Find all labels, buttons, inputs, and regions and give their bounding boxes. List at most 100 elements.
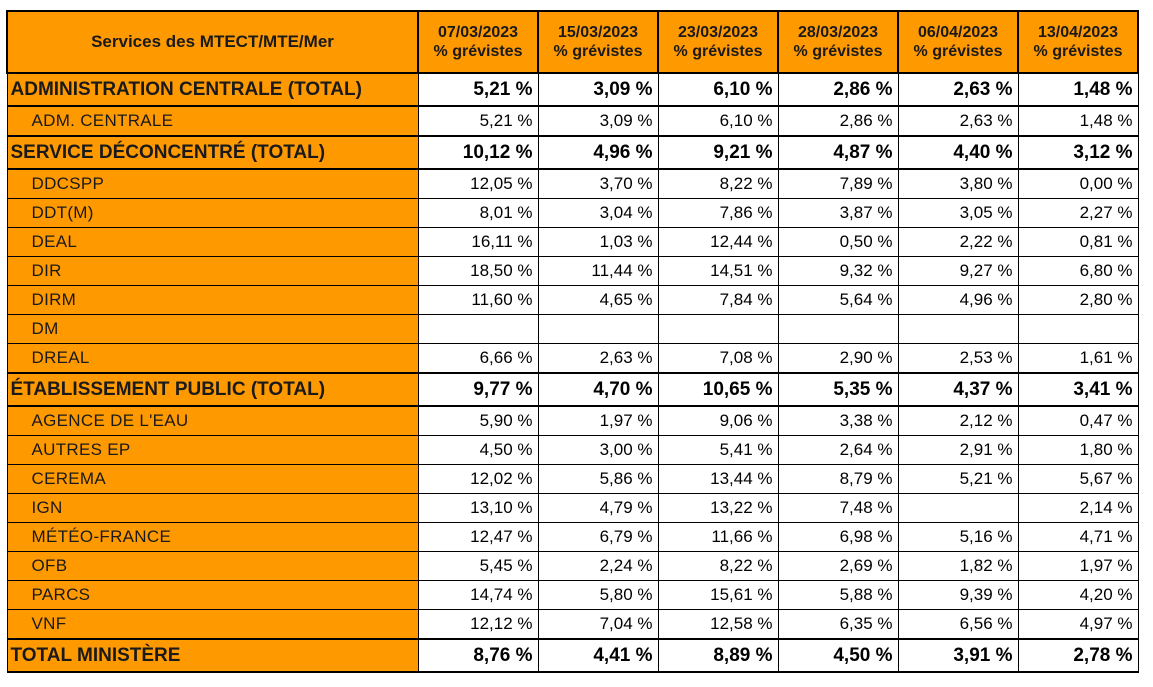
service-name: VNF bbox=[6, 609, 419, 640]
strike-percent-cell: 4,97 % bbox=[1017, 609, 1139, 640]
strike-percent-cell: 12,02 % bbox=[417, 464, 539, 494]
strike-percent-cell: 8,76 % bbox=[417, 638, 539, 673]
strike-percent-cell: 2,80 % bbox=[1017, 285, 1139, 315]
table-row: DDCSPP 12,05 % 3,70 % 8,22 % 7,89 % 3,80 % 0,0… bbox=[6, 168, 1139, 199]
strike-percent-cell: 6,98 % bbox=[777, 522, 899, 552]
strike-percent-cell: 1,97 % bbox=[537, 405, 659, 436]
table-row: OFB 5,45 % 2,24 % 8,22 % 2,69 % 1,82 % 1,97 % bbox=[6, 551, 1139, 581]
strike-percent-cell: 4,40 % bbox=[897, 135, 1019, 170]
strike-percent-cell: 2,90 % bbox=[777, 343, 899, 374]
strike-percent-cell: 9,21 % bbox=[657, 135, 779, 170]
strike-percent-cell: 3,87 % bbox=[777, 198, 899, 228]
strike-percent-cell bbox=[657, 314, 779, 344]
header-date-6: 13/04/2023 % grévistes bbox=[1017, 10, 1139, 74]
strike-percent-cell: 2,64 % bbox=[777, 435, 899, 465]
table-row: CEREMA 12,02 % 5,86 % 13,44 % 8,79 % 5,21 % 5,… bbox=[6, 464, 1139, 494]
service-name: AGENCE DE L'EAU bbox=[6, 405, 419, 436]
strike-percent-cell: 4,96 % bbox=[537, 135, 659, 170]
strike-percent-cell: 12,44 % bbox=[657, 227, 779, 257]
strike-percent-cell: 3,00 % bbox=[537, 435, 659, 465]
strike-percent-cell: 10,65 % bbox=[657, 372, 779, 407]
strike-percent-cell: 2,69 % bbox=[777, 551, 899, 581]
strike-percent-cell: 9,27 % bbox=[897, 256, 1019, 286]
strike-percent-cell: 11,66 % bbox=[657, 522, 779, 552]
strike-percent-cell: 7,48 % bbox=[777, 493, 899, 523]
header-subtitle: % grévistes bbox=[673, 43, 763, 60]
strike-percent-cell: 12,12 % bbox=[417, 609, 539, 640]
strike-percent-cell: 3,38 % bbox=[777, 405, 899, 436]
service-name: MÉTÉO-FRANCE bbox=[6, 522, 419, 552]
strike-percent-cell: 13,44 % bbox=[657, 464, 779, 494]
strike-percent-cell: 3,04 % bbox=[537, 198, 659, 228]
strike-percent-cell: 7,89 % bbox=[777, 168, 899, 199]
strike-percent-cell: 4,50 % bbox=[777, 638, 899, 673]
table-total-row: SERVICE DÉCONCENTRÉ (TOTAL) 10,12 % 4,96 %… bbox=[6, 135, 1139, 170]
strike-percent-cell: 14,74 % bbox=[417, 580, 539, 610]
strike-percent-cell: 2,12 % bbox=[897, 405, 1019, 436]
strike-percent-cell: 2,27 % bbox=[1017, 198, 1139, 228]
service-name: SERVICE DÉCONCENTRÉ (TOTAL) bbox=[6, 135, 419, 170]
strike-percent-cell: 3,05 % bbox=[897, 198, 1019, 228]
service-name: ADMINISTRATION CENTRALE (TOTAL) bbox=[6, 72, 419, 107]
header-date-2: 15/03/2023 % grévistes bbox=[537, 10, 659, 74]
strike-percent-cell: 4,71 % bbox=[1017, 522, 1139, 552]
table-row: AGENCE DE L'EAU 5,90 % 1,97 % 9,06 % 3,38 % 2… bbox=[6, 405, 1139, 436]
table-row: DIRM 11,60 % 4,65 % 7,84 % 5,64 % 4,96 % 2,80 … bbox=[6, 285, 1139, 315]
table-total-row: ÉTABLISSEMENT PUBLIC (TOTAL) 9,77 % 4,70 %… bbox=[6, 372, 1139, 407]
strike-percent-cell: 5,21 % bbox=[417, 72, 539, 107]
strike-percent-cell: 13,22 % bbox=[657, 493, 779, 523]
strike-percent-cell bbox=[777, 314, 899, 344]
strike-percent-cell: 0,00 % bbox=[1017, 168, 1139, 199]
header-date: 07/03/2023 bbox=[437, 24, 519, 41]
strike-percent-cell: 2,78 % bbox=[1017, 638, 1139, 673]
service-name: CEREMA bbox=[6, 464, 419, 494]
strike-percent-cell: 2,91 % bbox=[897, 435, 1019, 465]
strike-percent-cell: 12,05 % bbox=[417, 168, 539, 199]
strike-percent-cell: 2,63 % bbox=[897, 105, 1019, 137]
strike-percent-cell bbox=[897, 314, 1019, 344]
strike-percent-cell: 12,58 % bbox=[657, 609, 779, 640]
service-name: ÉTABLISSEMENT PUBLIC (TOTAL) bbox=[6, 372, 419, 407]
strike-percent-cell: 4,41 % bbox=[537, 638, 659, 673]
table-row: DEAL 16,11 % 1,03 % 12,44 % 0,50 % 2,22 % 0,81… bbox=[6, 227, 1139, 257]
service-name: AUTRES EP bbox=[6, 435, 419, 465]
strike-percent-cell: 8,22 % bbox=[657, 168, 779, 199]
strike-percent-cell: 0,81 % bbox=[1017, 227, 1139, 257]
service-name: TOTAL MINISTÈRE bbox=[6, 638, 419, 673]
strike-percent-cell bbox=[537, 314, 659, 344]
header-date-5: 06/04/2023 % grévistes bbox=[897, 10, 1019, 74]
strike-percent-cell: 5,64 % bbox=[777, 285, 899, 315]
strike-percent-cell: 1,82 % bbox=[897, 551, 1019, 581]
strike-percent-cell: 4,79 % bbox=[537, 493, 659, 523]
strike-percent-cell: 2,14 % bbox=[1017, 493, 1139, 523]
table-total-row: ADMINISTRATION CENTRALE (TOTAL) 5,21 % 3,0… bbox=[6, 72, 1139, 107]
strike-percent-cell: 5,35 % bbox=[777, 372, 899, 407]
header-date: 06/04/2023 bbox=[917, 24, 999, 41]
strike-percent-cell: 7,08 % bbox=[657, 343, 779, 374]
strike-percent-cell: 6,80 % bbox=[1017, 256, 1139, 286]
service-name: DIR bbox=[6, 256, 419, 286]
table-row: PARCS 14,74 % 5,80 % 15,61 % 5,88 % 9,39 % 4,2… bbox=[6, 580, 1139, 610]
strike-percent-cell: 0,47 % bbox=[1017, 405, 1139, 436]
strike-percent-cell: 5,86 % bbox=[537, 464, 659, 494]
strike-percent-cell: 2,22 % bbox=[897, 227, 1019, 257]
strike-percent-cell: 9,32 % bbox=[777, 256, 899, 286]
header-subtitle: % grévistes bbox=[553, 43, 643, 60]
table-row: DDT(M) 8,01 % 3,04 % 7,86 % 3,87 % 3,05 % 2,27… bbox=[6, 198, 1139, 228]
strike-percent-cell: 12,47 % bbox=[417, 522, 539, 552]
header-date-3: 23/03/2023 % grévistes bbox=[657, 10, 779, 74]
strike-percent-cell: 4,65 % bbox=[537, 285, 659, 315]
strike-percent-cell: 7,04 % bbox=[537, 609, 659, 640]
strike-percent-cell: 16,11 % bbox=[417, 227, 539, 257]
table-row: AUTRES EP 4,50 % 3,00 % 5,41 % 2,64 % 2,91 % 1… bbox=[6, 435, 1139, 465]
strike-percent-cell: 6,10 % bbox=[657, 105, 779, 137]
strike-percent-cell: 1,48 % bbox=[1017, 72, 1139, 107]
header-date: 28/03/2023 bbox=[797, 24, 879, 41]
strike-percent-cell: 1,61 % bbox=[1017, 343, 1139, 374]
service-name: OFB bbox=[6, 551, 419, 581]
service-name: PARCS bbox=[6, 580, 419, 610]
strike-percent-cell: 4,96 % bbox=[897, 285, 1019, 315]
strike-percent-cell: 3,70 % bbox=[537, 168, 659, 199]
strike-percent-cell: 9,77 % bbox=[417, 372, 539, 407]
table-row: IGN 13,10 % 4,79 % 13,22 % 7,48 % 2,14 % bbox=[6, 493, 1139, 523]
